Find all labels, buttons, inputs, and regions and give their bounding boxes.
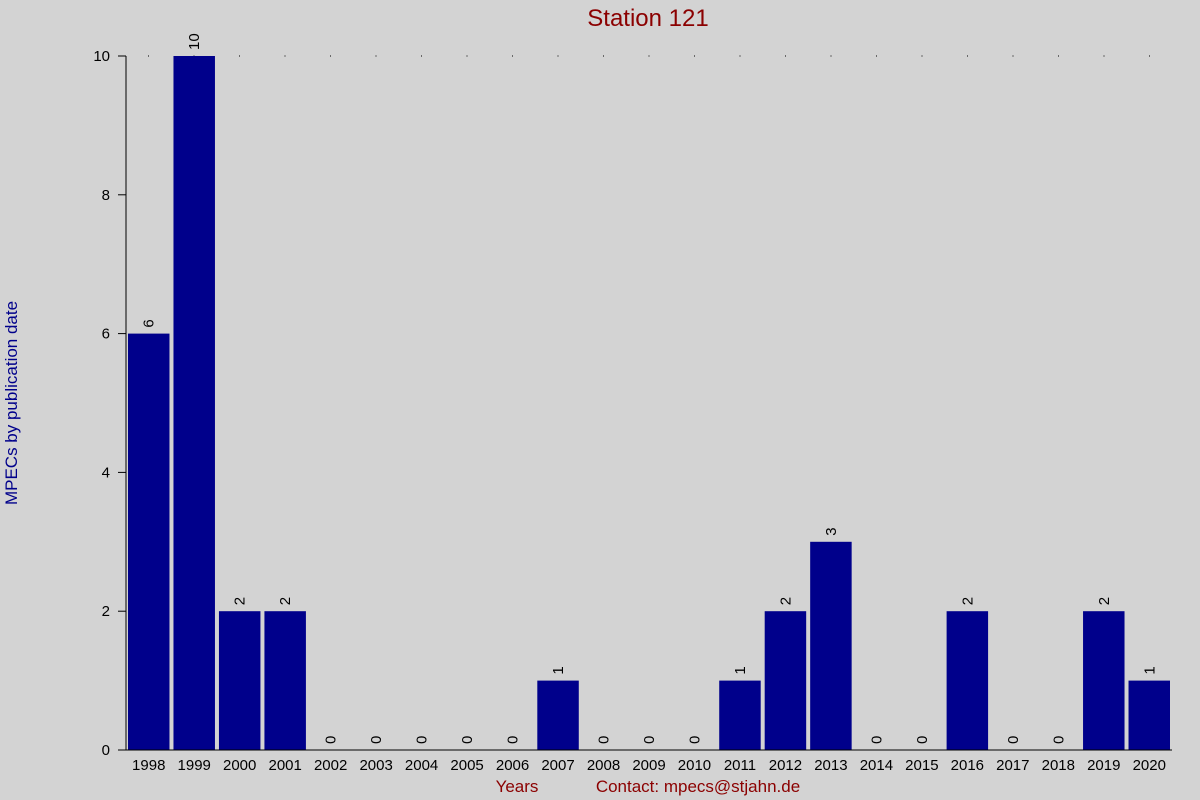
bar (719, 680, 761, 750)
value-label: 2 (277, 597, 294, 605)
chart-title: Station 121 (587, 5, 708, 32)
x-tick-label: 2013 (814, 757, 847, 774)
bar (264, 611, 306, 750)
x-tick-label: 2019 (1087, 757, 1120, 774)
x-tick-label: 2015 (905, 757, 938, 774)
value-label: 0 (914, 736, 931, 744)
x-tick-label: 2018 (1042, 757, 1075, 774)
x-tick-label: 1999 (178, 757, 211, 774)
value-label: 2 (1096, 597, 1113, 605)
value-label: 0 (368, 736, 385, 744)
x-tick-label: 2016 (951, 757, 984, 774)
value-label: 0 (596, 736, 613, 744)
value-label: 10 (186, 33, 203, 50)
bar (537, 680, 579, 750)
value-label: 3 (823, 527, 840, 535)
contact-note: Contact: mpecs@stjahn.de (596, 777, 800, 796)
x-tick-label: 2006 (496, 757, 529, 774)
y-tick-label: 10 (93, 48, 110, 65)
bar (173, 56, 215, 750)
x-tick-label: 2014 (860, 757, 893, 774)
value-label: 0 (868, 736, 885, 744)
value-label: 1 (1141, 666, 1158, 674)
x-tick-label: 2010 (678, 757, 711, 774)
y-tick-label: 6 (102, 326, 110, 343)
value-label: 0 (1005, 736, 1022, 744)
x-tick-label: 2009 (632, 757, 665, 774)
value-label: 2 (959, 597, 976, 605)
x-axis-label: Years (496, 777, 539, 796)
x-tick-label: 2012 (769, 757, 802, 774)
value-label: 2 (777, 597, 794, 605)
bar (1083, 611, 1125, 750)
bar (1128, 680, 1170, 750)
y-tick-label: 2 (102, 603, 110, 620)
y-tick-label: 8 (102, 187, 110, 204)
bar (946, 611, 989, 750)
y-tick-label: 4 (102, 464, 110, 481)
x-tick-label: 2001 (268, 757, 301, 774)
value-label: 0 (414, 736, 431, 744)
value-label: 0 (323, 736, 340, 744)
bar (764, 611, 807, 750)
value-label: 0 (686, 736, 703, 744)
value-label: 2 (232, 597, 249, 605)
x-tick-label: 2000 (223, 757, 256, 774)
bar (810, 541, 852, 750)
value-label: 0 (505, 736, 522, 744)
value-label: 1 (550, 666, 567, 674)
value-label: 1 (732, 666, 749, 674)
y-tick-label: 0 (102, 742, 110, 759)
x-tick-label: 2002 (314, 757, 347, 774)
value-label: 6 (141, 319, 158, 327)
value-label: 0 (641, 736, 658, 744)
bar (128, 333, 170, 750)
value-label: 0 (459, 736, 476, 744)
x-tick-label: 2003 (359, 757, 392, 774)
x-tick-label: 2017 (996, 757, 1029, 774)
x-tick-label: 2007 (541, 757, 574, 774)
x-tick-label: 2020 (1133, 757, 1166, 774)
bar (218, 611, 261, 750)
y-axis-label: MPECs by publication date (2, 301, 21, 505)
x-tick-label: 2008 (587, 757, 620, 774)
x-tick-label: 2011 (724, 757, 756, 774)
value-label: 0 (1050, 736, 1067, 744)
x-tick-label: 1998 (132, 757, 165, 774)
x-tick-label: 2004 (405, 757, 438, 774)
x-tick-label: 2005 (450, 757, 483, 774)
